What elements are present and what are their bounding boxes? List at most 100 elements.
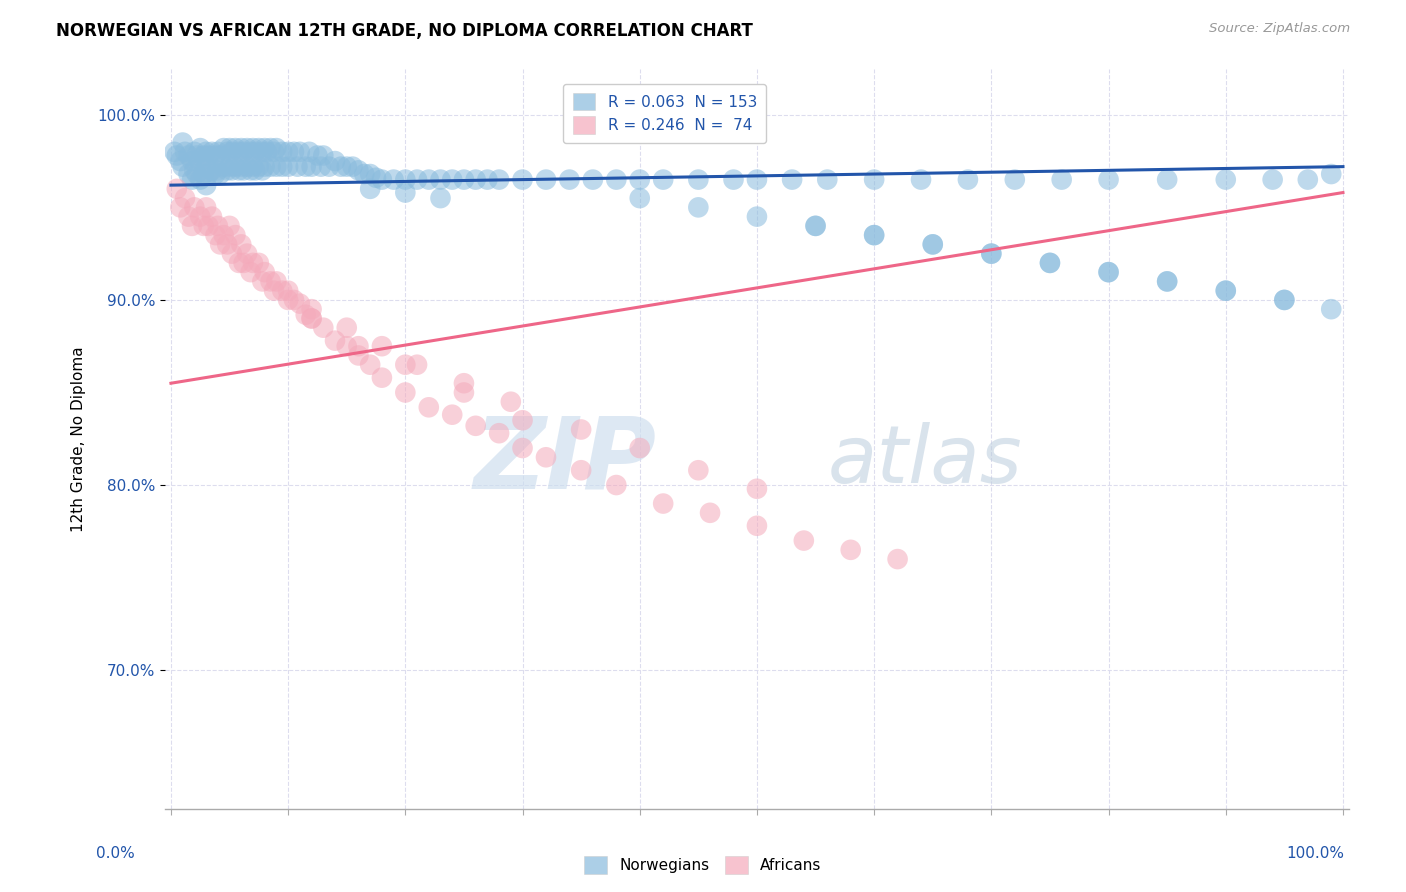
- Point: [1050, 172, 1073, 186]
- Point: [1156, 172, 1178, 186]
- Point: [980, 246, 1002, 260]
- Point: [263, 145, 285, 159]
- Point: [1320, 302, 1343, 317]
- Point: [910, 172, 932, 186]
- Point: [347, 163, 370, 178]
- Point: [1215, 284, 1237, 298]
- Point: [1272, 293, 1295, 307]
- Point: [780, 172, 803, 186]
- Point: [209, 237, 232, 252]
- Point: [1272, 293, 1295, 307]
- Point: [921, 237, 943, 252]
- Point: [512, 172, 534, 186]
- Point: [1320, 167, 1343, 181]
- Point: [193, 148, 215, 162]
- Point: [652, 172, 675, 186]
- Point: [253, 141, 276, 155]
- Point: [232, 145, 254, 159]
- Point: [217, 237, 239, 252]
- Point: [201, 163, 224, 178]
- Point: [283, 145, 305, 159]
- Point: [174, 191, 197, 205]
- Point: [204, 167, 226, 181]
- Point: [231, 160, 253, 174]
- Point: [259, 274, 281, 288]
- Point: [1156, 274, 1178, 288]
- Point: [169, 200, 191, 214]
- Point: [217, 145, 239, 159]
- Point: [359, 358, 381, 372]
- Point: [239, 145, 262, 159]
- Point: [1215, 172, 1237, 186]
- Point: [745, 172, 768, 186]
- Point: [406, 358, 429, 372]
- Point: [863, 228, 886, 243]
- Y-axis label: 12th Grade, No Diploma: 12th Grade, No Diploma: [72, 346, 86, 532]
- Point: [245, 145, 267, 159]
- Point: [429, 191, 451, 205]
- Point: [688, 200, 710, 214]
- Point: [253, 160, 276, 174]
- Point: [318, 160, 340, 174]
- Point: [195, 200, 218, 214]
- Point: [745, 210, 768, 224]
- Point: [218, 141, 240, 155]
- Point: [181, 219, 204, 233]
- Point: [239, 163, 262, 178]
- Point: [323, 154, 346, 169]
- Point: [1156, 274, 1178, 288]
- Point: [195, 178, 218, 193]
- Point: [221, 246, 243, 260]
- Point: [259, 160, 281, 174]
- Point: [163, 145, 186, 159]
- Text: 0.0%: 0.0%: [96, 846, 135, 861]
- Point: [921, 237, 943, 252]
- Point: [323, 334, 346, 348]
- Point: [172, 136, 194, 150]
- Point: [181, 154, 204, 169]
- Point: [239, 265, 262, 279]
- Point: [195, 160, 218, 174]
- Point: [256, 145, 278, 159]
- Point: [174, 145, 197, 159]
- Point: [371, 370, 394, 384]
- Point: [745, 518, 768, 533]
- Point: [605, 172, 627, 186]
- Point: [231, 237, 253, 252]
- Point: [259, 141, 281, 155]
- Point: [252, 163, 274, 178]
- Point: [186, 148, 208, 162]
- Point: [209, 167, 232, 181]
- Point: [569, 423, 592, 437]
- Point: [394, 172, 416, 186]
- Point: [218, 160, 240, 174]
- Point: [188, 210, 211, 224]
- Point: [263, 284, 285, 298]
- Point: [839, 542, 862, 557]
- Point: [217, 163, 239, 178]
- Point: [441, 408, 464, 422]
- Point: [207, 145, 229, 159]
- Point: [652, 497, 675, 511]
- Point: [336, 160, 359, 174]
- Point: [186, 167, 208, 181]
- Point: [336, 339, 359, 353]
- Point: [371, 339, 394, 353]
- Point: [863, 172, 886, 186]
- Point: [371, 172, 394, 186]
- Point: [287, 160, 309, 174]
- Point: [364, 170, 387, 185]
- Point: [1215, 284, 1237, 298]
- Point: [212, 160, 235, 174]
- Point: [252, 274, 274, 288]
- Point: [197, 148, 219, 162]
- Point: [793, 533, 815, 548]
- Point: [228, 145, 250, 159]
- Legend: R = 0.063  N = 153, R = 0.246  N =  74: R = 0.063 N = 153, R = 0.246 N = 74: [564, 84, 766, 144]
- Point: [266, 160, 288, 174]
- Point: [242, 256, 264, 270]
- Point: [197, 167, 219, 181]
- Point: [628, 172, 651, 186]
- Point: [723, 172, 745, 186]
- Point: [534, 450, 557, 465]
